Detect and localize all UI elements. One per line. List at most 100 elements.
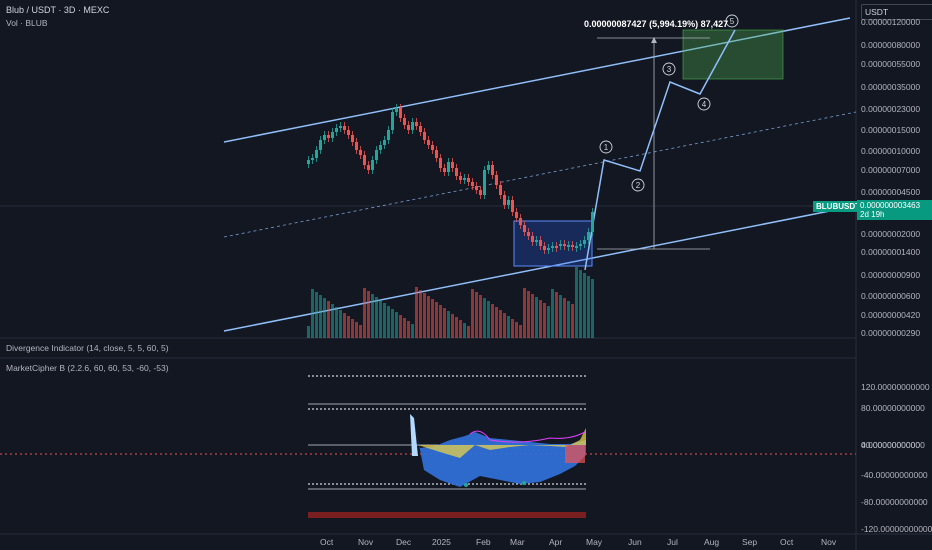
accumulation-box[interactable] bbox=[513, 220, 593, 267]
candle-body bbox=[571, 245, 574, 247]
wave-label-4: 4 bbox=[702, 100, 707, 109]
price-tick: 0.00000080000 bbox=[861, 40, 921, 50]
volume-bar bbox=[415, 287, 418, 338]
volume-bar bbox=[407, 321, 410, 338]
wavetrend-area bbox=[412, 414, 586, 487]
candle-body bbox=[543, 246, 546, 250]
price-tick: 0.00000004500 bbox=[861, 187, 921, 197]
volume-bar bbox=[571, 304, 574, 338]
volume-bar bbox=[411, 324, 414, 338]
candle-body bbox=[591, 212, 594, 232]
candle-body bbox=[459, 176, 462, 180]
target-zone-box[interactable] bbox=[682, 29, 784, 80]
time-tick: Sep bbox=[742, 537, 758, 547]
price-range-measure[interactable] bbox=[597, 37, 710, 250]
volume-bar bbox=[431, 299, 434, 338]
candle-body bbox=[379, 145, 382, 150]
candle-body bbox=[479, 190, 482, 195]
candle-body bbox=[371, 160, 374, 170]
volume-bar bbox=[335, 307, 338, 338]
volume-bar bbox=[375, 297, 378, 338]
candle-body bbox=[483, 170, 486, 195]
volume-bar bbox=[583, 273, 586, 338]
price-tick: 0.00000000290 bbox=[861, 328, 921, 338]
volume-bar bbox=[587, 276, 590, 338]
candle-body bbox=[535, 240, 538, 242]
candle-body bbox=[463, 178, 466, 180]
oscillator-scale[interactable]: 120.00000000000 80.00000000000 40.000000… bbox=[857, 358, 932, 534]
candle-body bbox=[523, 225, 526, 232]
candle-body bbox=[447, 162, 450, 172]
osc-tick: -120.00000000000 bbox=[861, 524, 932, 534]
price-tick: 0.00000055000 bbox=[861, 59, 921, 69]
candle-body bbox=[331, 132, 334, 138]
candle-body bbox=[327, 135, 330, 138]
volume-bar bbox=[355, 322, 358, 338]
volume-bar bbox=[319, 295, 322, 338]
candle-body bbox=[451, 162, 454, 168]
candle-body bbox=[583, 240, 586, 244]
volume-bar bbox=[591, 279, 594, 338]
wave-label-5: 5 bbox=[730, 17, 735, 26]
volume-bar bbox=[463, 323, 466, 338]
price-candles[interactable] bbox=[307, 104, 594, 254]
price-tick: 0.00000002000 bbox=[861, 229, 921, 239]
candle-body bbox=[435, 150, 438, 158]
price-tick: 0.00000023000 bbox=[861, 104, 921, 114]
volume-bar bbox=[575, 267, 578, 338]
candle-body bbox=[315, 150, 318, 158]
volume-bar bbox=[511, 319, 514, 338]
volume-bar bbox=[403, 318, 406, 338]
volume-bar bbox=[507, 316, 510, 338]
volume-bar bbox=[419, 290, 422, 338]
time-tick: Mar bbox=[510, 537, 525, 547]
time-tick: Nov bbox=[821, 537, 837, 547]
candle-body bbox=[467, 178, 470, 182]
wave-label-1: 1 bbox=[604, 143, 609, 152]
wave-label-3: 3 bbox=[667, 65, 672, 74]
candle-body bbox=[507, 200, 510, 205]
symbol-title[interactable]: Blub / USDT · 3D · MEXC bbox=[6, 5, 110, 15]
divergence-indicator-title[interactable]: Divergence Indicator (14, close, 5, 5, 6… bbox=[6, 343, 169, 353]
volume-bar bbox=[339, 310, 342, 338]
candle-body bbox=[375, 150, 378, 160]
candle-body bbox=[499, 185, 502, 195]
channel-upper-line bbox=[223, 17, 851, 143]
candle-body bbox=[455, 168, 458, 176]
volume-bar bbox=[395, 312, 398, 338]
price-scale[interactable]: USDT 0.00000120000 0.00000080000 0.00000… bbox=[857, 0, 932, 338]
marketcipher-title[interactable]: MarketCipher B (2.2.6, 60, 60, 53, -60, … bbox=[6, 363, 169, 373]
symbol-price-tag: BLUBUSDT bbox=[813, 201, 863, 212]
candle-body bbox=[471, 182, 474, 186]
volume-bar bbox=[451, 314, 454, 338]
candle-body bbox=[555, 246, 558, 248]
currency-badge[interactable]: USDT bbox=[861, 4, 932, 20]
wave-label-2: 2 bbox=[636, 181, 641, 190]
time-tick: Oct bbox=[320, 537, 334, 547]
volume-bar bbox=[443, 308, 446, 338]
candle-body bbox=[411, 122, 414, 130]
volume-bar bbox=[439, 305, 442, 338]
volume-bar bbox=[343, 313, 346, 338]
volume-bar bbox=[435, 302, 438, 338]
time-axis[interactable]: Oct Nov Dec 2025 Feb Mar Apr May Jun Jul… bbox=[0, 535, 856, 550]
marketcipher-pane[interactable] bbox=[0, 375, 856, 518]
volume-title[interactable]: Vol · BLUB bbox=[6, 18, 48, 28]
volume-bar bbox=[387, 306, 390, 338]
candle-body bbox=[391, 112, 394, 130]
volume-bar bbox=[455, 317, 458, 338]
volume-bar bbox=[519, 325, 522, 338]
candle-body bbox=[487, 165, 490, 170]
volume-bar bbox=[475, 292, 478, 338]
candle-body bbox=[575, 246, 578, 248]
candle-body bbox=[319, 140, 322, 150]
volume-bar bbox=[567, 301, 570, 338]
current-price-tag[interactable]: 0.000000003463 2d 19h bbox=[857, 200, 932, 220]
time-tick: Dec bbox=[396, 537, 412, 547]
volume-bar bbox=[379, 300, 382, 338]
candle-body bbox=[351, 135, 354, 142]
time-tick: Feb bbox=[476, 537, 491, 547]
elliott-wave-path[interactable] bbox=[584, 29, 736, 271]
volume-bar bbox=[543, 303, 546, 338]
